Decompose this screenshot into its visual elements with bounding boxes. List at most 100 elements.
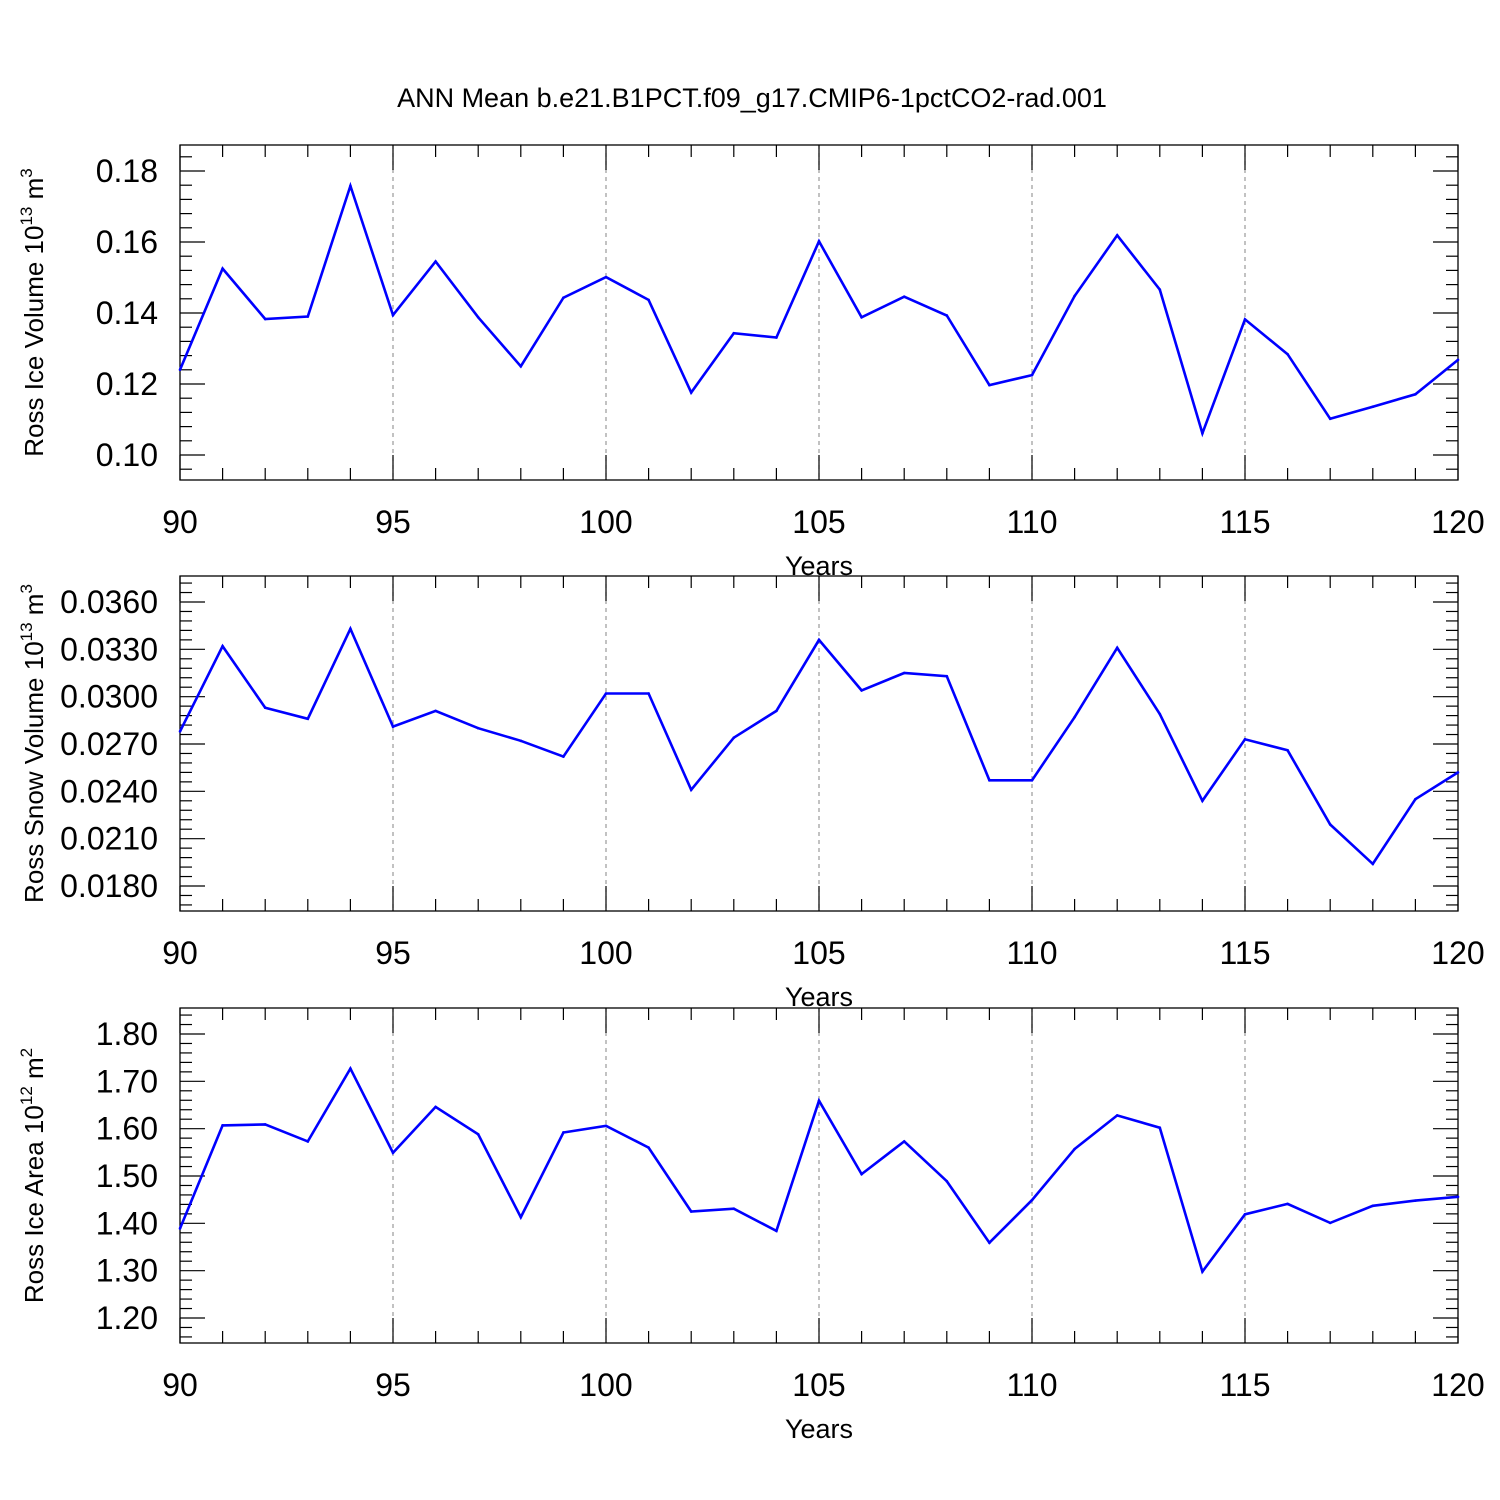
x-tick-label: 100	[579, 935, 632, 971]
y-tick-label: 0.0240	[60, 773, 158, 809]
y-tick-label: 1.50	[96, 1158, 158, 1194]
data-point	[1030, 373, 1034, 377]
data-point	[1158, 288, 1162, 291]
data-point	[902, 1140, 906, 1143]
data-point	[1414, 1199, 1417, 1202]
figure-title: ANN Mean b.e21.B1PCT.f09_g17.CMIP6-1pctC…	[397, 83, 1107, 113]
data-point	[476, 726, 480, 730]
data-point	[1073, 294, 1076, 298]
y-tick-label: 0.0210	[60, 821, 158, 857]
data-point	[221, 1124, 224, 1127]
y-tick-label: 1.70	[96, 1063, 158, 1099]
data-point	[519, 364, 523, 368]
x-tick-label: 120	[1431, 504, 1484, 540]
data-point	[817, 638, 821, 642]
data-point	[604, 275, 608, 279]
y-tick-label: 1.60	[96, 1111, 158, 1147]
x-tick-label: 95	[375, 504, 411, 540]
data-point	[562, 296, 565, 300]
data-point	[263, 706, 267, 710]
x-tick-label: 110	[1006, 935, 1057, 971]
y-tick-label: 1.80	[96, 1016, 158, 1052]
x-tick-label: 100	[579, 1367, 632, 1403]
data-point	[1371, 1204, 1375, 1208]
data-point	[775, 1229, 778, 1233]
data-point	[1158, 712, 1162, 716]
data-point	[647, 1146, 650, 1149]
y-axis-label: Ross Snow Volume 1013 m3	[17, 584, 49, 903]
x-tick-label: 110	[1006, 504, 1057, 540]
data-point	[945, 674, 949, 678]
data-point	[476, 1133, 480, 1136]
data-point	[1243, 737, 1247, 741]
data-point	[1243, 1213, 1247, 1216]
data-point	[1456, 771, 1460, 774]
data-point	[476, 315, 480, 319]
data-point	[1328, 417, 1332, 421]
x-tick-label: 120	[1431, 1367, 1484, 1403]
data-point	[988, 1241, 991, 1245]
data-point	[1328, 1221, 1332, 1225]
data-point	[1201, 799, 1204, 803]
data-point	[1073, 1147, 1076, 1151]
data-point	[1456, 1195, 1460, 1199]
data-point	[689, 391, 693, 394]
data-point	[221, 267, 224, 270]
data-point	[391, 725, 395, 728]
data-point	[647, 692, 650, 695]
data-point	[1201, 432, 1204, 435]
x-tick-label: 120	[1431, 935, 1484, 971]
data-point	[817, 239, 821, 243]
y-tick-label: 0.18	[96, 153, 158, 189]
y-tick-label: 1.30	[96, 1253, 158, 1289]
data-point	[562, 1131, 565, 1134]
data-point	[902, 295, 906, 298]
panels: 0.10 0.12 0.14 0.16 0.18 90 95 100 105 110 115 120 Y…	[17, 144, 1485, 1444]
y-tick-label: 0.0180	[60, 868, 158, 904]
y-tick-label: 0.14	[96, 295, 158, 331]
y-tick-label: 1.20	[96, 1300, 158, 1336]
data-point	[817, 1099, 821, 1103]
chart-panel-3: 1.20 1.30 1.40 1.50 1.60 1.70 1.80 90 95 100 105 11…	[17, 1007, 1485, 1444]
data-point	[732, 1207, 736, 1210]
data-point	[988, 383, 991, 387]
data-point	[945, 314, 949, 317]
data-point	[1030, 778, 1034, 782]
data-point	[1286, 352, 1289, 356]
x-tick-label: 105	[792, 1367, 845, 1403]
data-point	[604, 692, 608, 695]
data-point	[1201, 1270, 1204, 1273]
data-point	[860, 689, 863, 692]
data-point	[1414, 392, 1417, 396]
data-point	[647, 298, 650, 302]
x-tick-label: 90	[162, 504, 198, 540]
data-point	[689, 788, 693, 792]
data-point	[1073, 715, 1076, 719]
data-point	[860, 1172, 863, 1176]
data-point	[178, 1227, 182, 1230]
data-point	[306, 315, 310, 318]
x-axis-label: Years	[785, 1414, 853, 1444]
x-tick-label: 105	[792, 935, 845, 971]
data-point	[349, 184, 352, 188]
x-tick-label: 115	[1219, 504, 1270, 540]
data-point	[178, 368, 182, 372]
data-point	[902, 671, 906, 675]
data-point	[1158, 1126, 1162, 1130]
x-tick-label: 95	[375, 935, 411, 971]
x-tick-label: 115	[1219, 1367, 1270, 1403]
data-point	[1115, 233, 1119, 237]
y-axis-label: Ross Ice Volume 1013 m3	[17, 168, 49, 457]
x-tick-label: 90	[162, 1367, 198, 1403]
data-point	[1328, 823, 1332, 826]
y-tick-label: 0.0360	[60, 584, 158, 620]
data-point	[689, 1210, 693, 1213]
data-point	[1243, 318, 1247, 321]
data-point	[860, 315, 863, 319]
x-tick-label: 100	[579, 504, 632, 540]
data-point	[1371, 862, 1375, 866]
data-point	[519, 739, 523, 743]
data-point	[221, 644, 224, 648]
